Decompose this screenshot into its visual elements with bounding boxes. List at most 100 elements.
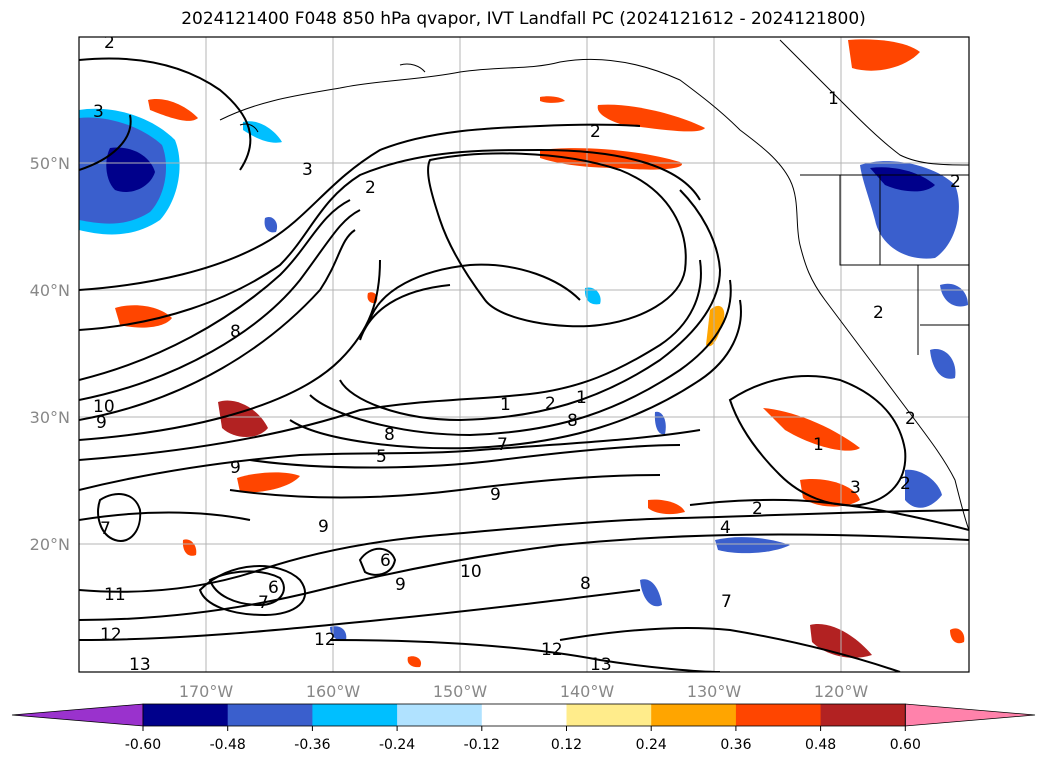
- colorbar-segment: [397, 704, 483, 726]
- colorbar-tick-label: 0.60: [890, 737, 921, 753]
- lat-label: 20°N: [30, 535, 70, 554]
- lon-label: 170°W: [179, 682, 234, 701]
- contour-label: 7: [721, 592, 732, 612]
- lat-label: 30°N: [30, 408, 70, 427]
- map-title: 2024121400 F048 850 hPa qvapor, IVT Land…: [181, 9, 866, 29]
- colorbar-segment: [312, 704, 398, 726]
- longitude-labels: 170°W 160°W 150°W 140°W 130°W 120°W: [179, 682, 869, 701]
- contour-label: 1: [813, 435, 824, 455]
- shade-positive-8: [648, 499, 685, 515]
- shade-positive-5: [218, 400, 268, 437]
- shade-negative-8: [264, 216, 278, 233]
- graticule: [79, 37, 969, 672]
- shade-positive-12: [540, 96, 565, 103]
- contour-label: 5: [376, 447, 387, 467]
- coast-alaska: [219, 58, 969, 531]
- contour-label: 13: [129, 655, 151, 675]
- contour-label: 10: [460, 562, 482, 582]
- contour-label: 2: [752, 499, 763, 519]
- contour-label: 6: [380, 551, 391, 571]
- colorbar-segment: [820, 704, 906, 726]
- contour-label: 2: [104, 33, 115, 53]
- shade-positive-16: [407, 656, 422, 668]
- contour-label: 1: [828, 89, 839, 109]
- border-us-states: [839, 175, 969, 355]
- contour-label: 2: [545, 394, 556, 414]
- lon-label: 160°W: [306, 682, 361, 701]
- colorbar-segment: [227, 704, 313, 726]
- shade-negative-west-core: [106, 147, 155, 192]
- shade-positive-1: [148, 99, 198, 121]
- contour-label: 9: [490, 485, 501, 505]
- contour-label: 7: [258, 593, 269, 613]
- shade-negative-5: [905, 469, 942, 508]
- contour-label: 2: [905, 409, 916, 429]
- contour-label: 8: [580, 574, 591, 594]
- colorbar-segment: [651, 704, 737, 726]
- shade-negative-2: [715, 537, 790, 554]
- shade-negative-3: [640, 579, 662, 607]
- lat-label: 40°N: [30, 281, 70, 300]
- colorbar-extend-max: [904, 703, 1036, 727]
- contour-label: 2: [365, 178, 376, 198]
- colorbar-tick-label: 0.36: [720, 737, 751, 753]
- contour-label: 12: [314, 630, 336, 650]
- colorbar-tick-label: -0.60: [125, 737, 161, 753]
- contour-label: 4: [720, 518, 731, 538]
- colorbar-tick-label: 0.24: [636, 737, 667, 753]
- shade-negative-6: [584, 287, 601, 305]
- colorbar-segment: [735, 704, 822, 726]
- shade-positive-14: [182, 539, 197, 556]
- colorbar-segment: [143, 704, 229, 726]
- colorbar-frame: [142, 703, 906, 727]
- contour-label: 11: [104, 585, 126, 605]
- coast-alaska-2: [779, 39, 969, 166]
- shade-negative-11: [330, 626, 347, 641]
- contour-label: 2: [873, 303, 884, 323]
- shade-negative-9: [940, 283, 968, 307]
- contour-label: 1: [576, 388, 587, 408]
- contour-label: 8: [230, 322, 241, 342]
- coast-islands: [239, 63, 426, 133]
- coastlines: [219, 39, 969, 531]
- colorbar-tick-label: 0.12: [551, 737, 582, 753]
- contour-label: 2: [900, 474, 911, 494]
- shade-positive-11: [237, 472, 300, 493]
- lon-label: 130°W: [687, 682, 742, 701]
- shade-negative-1-core: [870, 167, 935, 192]
- contour-label: 7: [100, 519, 111, 539]
- shade-positive-13: [706, 305, 725, 347]
- shade-positive-6: [763, 408, 860, 451]
- plot-frame: [78, 36, 970, 673]
- latitude-labels: 50°N 40°N 30°N 20°N: [30, 154, 70, 554]
- contour-label: 12: [100, 625, 122, 645]
- contour-label: 2: [590, 122, 601, 142]
- contour-label: 3: [850, 478, 861, 498]
- colorbar-tick-label: 0.48: [805, 737, 836, 753]
- shade-positive-3: [597, 104, 705, 132]
- contour-label: 9: [395, 575, 406, 595]
- shade-positive-17: [950, 628, 965, 644]
- contour-label: 1: [500, 395, 511, 415]
- contour-labels: 2 3 3 2 2 1 1 2 2 8 10 9 8 5 7 8 1 9 9 7…: [93, 33, 961, 675]
- contour-label: 8: [384, 425, 395, 445]
- contour-label: 8: [567, 411, 578, 431]
- contours: [79, 57, 969, 672]
- contour-label: 2: [950, 172, 961, 192]
- colorbar-segment: [481, 704, 567, 726]
- shade-positive-7: [800, 479, 860, 507]
- colorbar-extend-min: [11, 703, 144, 727]
- plot-area: [79, 37, 969, 672]
- contour-label: 13: [590, 655, 612, 675]
- shaded-patches: [79, 39, 968, 668]
- shade-positive-2: [540, 148, 682, 170]
- shade-positive-4: [115, 305, 172, 328]
- contour-label: 10: [93, 397, 115, 417]
- contour-label: 12: [541, 640, 563, 660]
- lat-label: 50°N: [30, 154, 70, 173]
- lon-label: 150°W: [433, 682, 488, 701]
- contour-label: 7: [497, 435, 508, 455]
- colorbar: -0.60 -0.48 -0.36 -0.24 -0.12 0.12 0.24 0.36 0.4…: [11, 703, 1036, 753]
- contour-label: 3: [93, 102, 104, 122]
